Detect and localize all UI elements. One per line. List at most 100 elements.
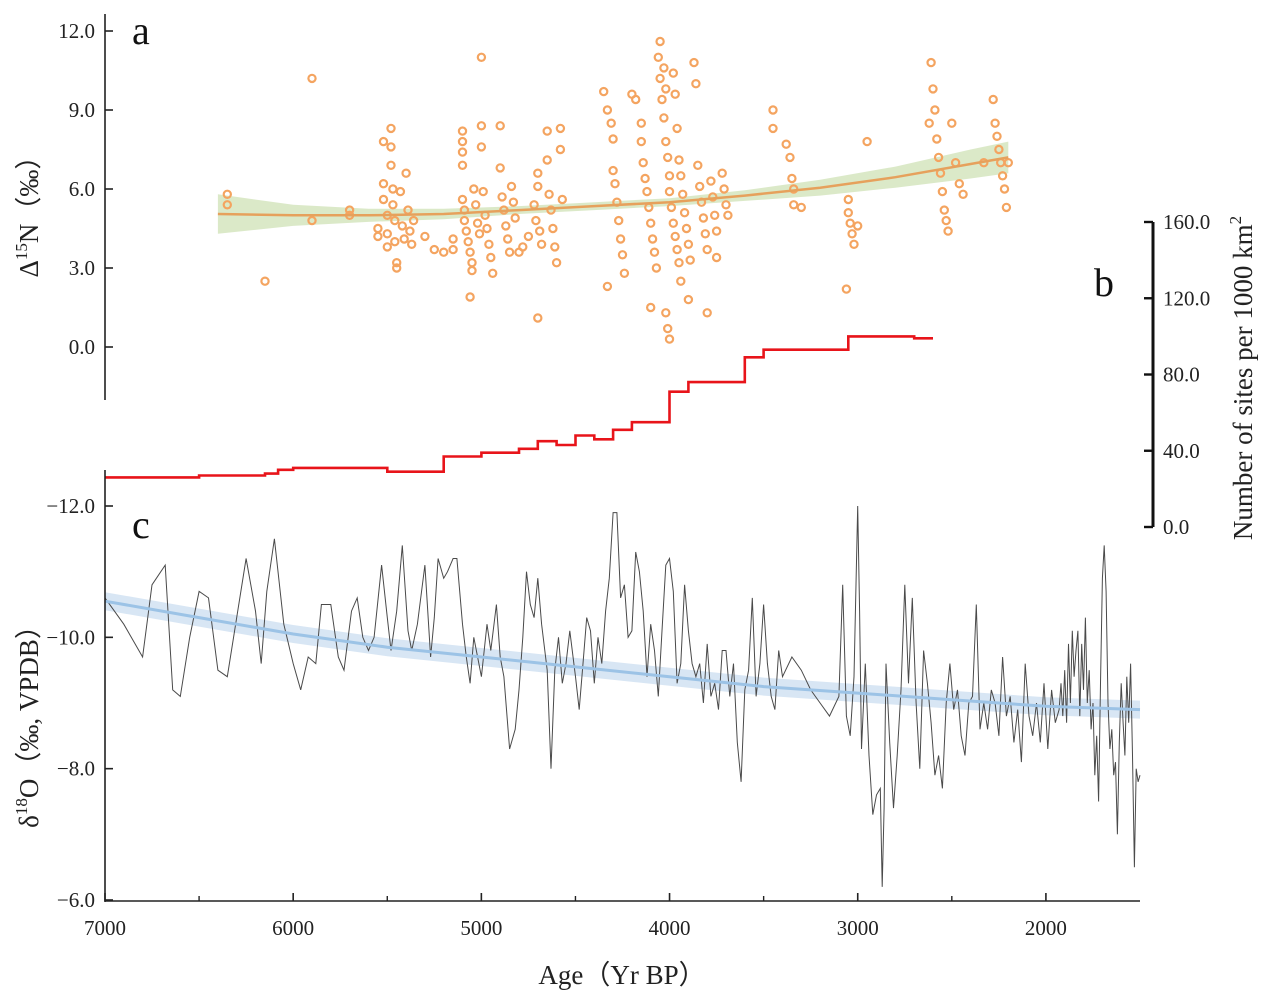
panel-c-trend [104,599,1141,712]
data-point-a [676,171,686,181]
data-point-a [958,189,968,199]
data-point-a [465,292,475,302]
data-point-a [719,184,729,194]
y-axis-title-b-main: Number of sites per 1000 km [1228,224,1258,540]
data-point-a [606,118,616,128]
data-point-a [551,258,562,268]
data-point-a [378,136,389,147]
data-point-a [222,189,232,199]
data-point-a [392,263,402,273]
data-point-a [711,252,722,263]
data-point-a [926,57,936,68]
data-point-a [796,202,807,213]
data-point-a [488,268,498,278]
data-point-a [661,84,671,94]
data-point-a [646,218,656,228]
data-point-a [711,226,722,236]
data-point-a [849,239,859,249]
y-tick-label-a: 3.0 [69,256,95,280]
data-point-a [664,171,675,181]
data-point-a [503,234,513,244]
data-point-a [619,268,630,278]
panel-label-c: c [132,502,150,547]
data-point-a [467,258,477,268]
data-point-a [457,136,468,147]
data-point-a [997,171,1008,181]
data-point-a [378,194,389,205]
data-point-a [683,239,694,249]
data-point-a [476,121,487,131]
data-point-a [504,247,515,257]
data-point-a [395,186,406,197]
data-point-a [653,52,664,63]
data-point-a [529,200,539,210]
x-tick-label: 7000 [84,916,126,940]
data-point-a [841,284,852,294]
data-point-a [721,200,731,210]
data-point-a [533,181,543,192]
data-point-a [933,152,944,163]
y-axis-title-a: Δ15N（‰） [12,143,44,278]
data-point-a [655,73,665,84]
data-point-a [990,118,1000,128]
data-point-a [469,184,479,194]
y-tick-label-b: 0.0 [1163,515,1189,539]
data-point-a [785,152,795,163]
data-point-a [401,168,411,178]
data-point-a [439,247,449,257]
data-point-a [373,223,383,234]
data-point-a [307,215,317,226]
data-point-a [994,144,1004,155]
data-point-a [695,181,705,192]
data-point-a [471,200,481,210]
data-point-a [382,229,392,239]
data-point-a [373,231,383,242]
data-point-a [457,147,468,157]
data-point-a [506,181,517,192]
y-axis-title-c-prefix: δ [14,815,44,828]
data-point-a [397,221,407,231]
y-axis-title-b-sup: 2 [1226,216,1245,225]
data-point-a [484,239,494,249]
data-point-a [954,178,965,189]
data-point-a [681,223,692,234]
data-point-a [853,221,863,231]
data-point-a [843,194,854,205]
data-point-a [448,244,458,255]
data-point-a [555,144,566,155]
data-point-a [386,142,396,152]
data-point-a [651,263,662,273]
data-point-a [710,210,720,220]
data-point-a [388,184,398,194]
data-point-a [941,215,951,226]
data-point-a [608,165,618,176]
data-point-a [698,213,709,223]
data-point-a [943,226,953,236]
data-point-a [768,123,778,134]
data-point-a [631,94,641,105]
y-tick-label-c: −6.0 [57,888,95,912]
data-point-a [847,229,857,239]
data-point-a [664,186,675,197]
data-point-a [448,234,458,244]
data-point-a [659,63,669,73]
y-axis-title-a-prefix: Δ [14,260,44,277]
data-point-a [472,218,483,228]
data-point-a [663,152,673,163]
data-point-a [390,236,400,247]
data-point-a [659,113,669,123]
y-tick-label-a: 9.0 [69,98,95,122]
x-tick-label: 2000 [1025,916,1067,940]
panel-a-scatter [222,36,1014,344]
data-point-a [862,136,872,147]
data-point-a [542,155,552,165]
x-tick-label: 4000 [649,916,691,940]
y-axis-title-c: δ18O（‰, VPDB） [12,612,44,828]
data-point-a [550,242,560,252]
data-point-a [615,234,626,244]
panel-a-confidence-band [217,141,1009,234]
data-point-a [459,215,470,226]
data-point-a [670,89,680,99]
data-point-a [476,52,487,63]
data-point-a [668,68,679,78]
